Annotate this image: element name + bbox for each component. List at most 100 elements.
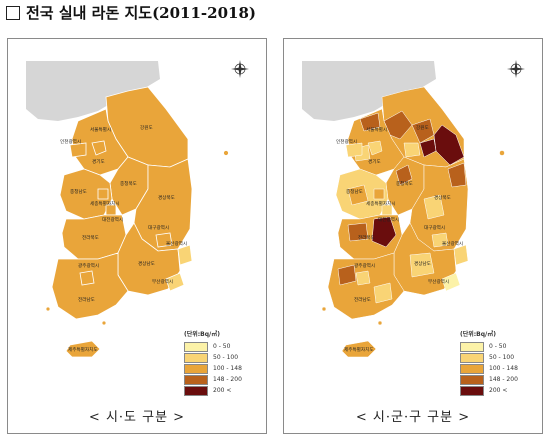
legend-title: (단위:Bq/㎥) <box>460 331 496 338</box>
legend-item: 148 - 200 <box>460 374 534 385</box>
district-chungnam-a <box>347 184 369 206</box>
label-daegu: 대구광역시 <box>148 224 169 231</box>
label-daejeon: 대전광역시 <box>378 216 399 223</box>
legend-label: 50 - 100 <box>489 354 515 361</box>
label-jeonbuk: 전라북도 <box>82 234 99 241</box>
legend-item: 100 - 148 <box>460 363 534 374</box>
region-daegu <box>431 232 449 248</box>
legend-label: 100 - 148 <box>213 365 242 372</box>
region-jeju <box>341 340 377 358</box>
label-ulsan: 울산광역시 <box>166 240 187 247</box>
label-jeonnam: 전라남도 <box>354 296 371 303</box>
legend-swatch <box>460 352 484 363</box>
label-gyeonggi: 경기도 <box>92 158 105 165</box>
legend-label: 200 < <box>213 387 232 394</box>
legend-swatch <box>184 352 208 363</box>
legend-label: 200 < <box>489 387 508 394</box>
legend-item: 0 - 50 <box>184 341 258 352</box>
district-gyeongnam-a <box>409 252 435 278</box>
label-daejeon: 대전광역시 <box>102 216 123 223</box>
label-chungbuk: 충청북도 <box>120 180 137 187</box>
region-gwangju <box>355 270 371 286</box>
region-jeonnam <box>327 252 405 320</box>
label-gyeongnam: 경상남도 <box>138 260 155 267</box>
region-jeju <box>65 340 101 358</box>
district-gyeongbuk-a <box>447 162 467 188</box>
island-s <box>101 320 107 326</box>
legend-swatch <box>460 385 484 396</box>
legend-swatch <box>184 341 208 352</box>
legend-item: 0 - 50 <box>460 341 534 352</box>
legend-title: (단위:Bq/㎥) <box>184 331 220 338</box>
legend-item: 148 - 200 <box>184 374 258 385</box>
label-ulsan: 울산광역시 <box>442 240 463 247</box>
label-incheon: 인천광역시 <box>336 138 357 145</box>
district-jeonnam-b <box>373 282 393 304</box>
compass-icon <box>231 60 249 78</box>
label-chungbuk: 충청북도 <box>396 180 413 187</box>
label-sejong: 세종특별자치시 <box>90 200 120 207</box>
legend-label: 0 - 50 <box>213 343 231 350</box>
label-daegu: 대구광역시 <box>424 224 445 231</box>
compass-icon <box>507 60 525 78</box>
map-caption: < 시·군·구 구분 > <box>355 410 471 425</box>
legend-province: (단위:Bq/㎥) 0 - 50 50 - 100 100 - 148 148 … <box>184 329 258 396</box>
label-jeju: 제주특별자치도 <box>68 346 98 353</box>
district-chungbuk-a <box>395 164 413 186</box>
label-chungnam: 충청남도 <box>70 188 87 195</box>
legend-label: 0 - 50 <box>489 343 507 350</box>
province-map: 인천광역시 서울특별시 경기도 강원도 충청북도 충청남도 세종특별자치시 대전… <box>26 60 249 358</box>
region-seoul <box>367 140 383 156</box>
map-panel-district: 인천광역시 서울특별시 경기도 강원도 충청북도 충청남도 세종특별자치시 대전… <box>283 38 543 434</box>
legend-swatch <box>184 363 208 374</box>
legend-label: 148 - 200 <box>489 376 518 383</box>
region-incheon <box>69 142 87 158</box>
north-land <box>302 61 436 121</box>
region-busan <box>441 272 461 292</box>
label-jeonnam: 전라남도 <box>78 296 95 303</box>
district-gyeongbuk-b <box>423 194 445 220</box>
label-gwangju: 광주광역시 <box>354 262 375 269</box>
map-panel-province: 인천광역시 서울특별시 경기도 강원도 충청북도 충청남도 세종특별자치시 대전… <box>7 38 267 434</box>
map-caption: < 시·도 구분 > <box>88 410 186 425</box>
label-gangwon: 강원도 <box>416 124 429 131</box>
island-s <box>377 320 383 326</box>
legend-item: 200 < <box>184 385 258 396</box>
title-text: 전국 실내 라돈 지도(2011-2018) <box>26 4 256 22</box>
label-seoul: 서울특별시 <box>90 126 111 133</box>
label-sejong: 세종특별자치시 <box>366 200 396 207</box>
label-seoul: 서울특별시 <box>366 126 387 133</box>
legend-item: 50 - 100 <box>460 352 534 363</box>
region-gwangju <box>79 270 95 286</box>
district-jeonbuk-a <box>371 216 397 248</box>
legend-swatch <box>184 374 208 385</box>
district-map: 인천광역시 서울특별시 경기도 강원도 충청북도 충청남도 세종특별자치시 대전… <box>302 60 525 358</box>
legend-swatch <box>184 385 208 396</box>
checkbox-icon <box>6 5 20 20</box>
district-gyeonggi-a <box>359 112 381 132</box>
region-ulsan <box>177 244 193 266</box>
island-sw <box>321 306 327 312</box>
legend-swatch <box>460 374 484 385</box>
region-ulsan <box>453 244 469 266</box>
label-incheon: 인천광역시 <box>60 138 81 145</box>
label-gyeongbuk: 경상북도 <box>434 194 451 201</box>
label-jeonbuk: 전라북도 <box>358 234 375 241</box>
district-jeonbuk-b <box>347 222 369 242</box>
legend-label: 100 - 148 <box>489 365 518 372</box>
label-gyeongnam: 경상남도 <box>414 260 431 267</box>
page-title: 전국 실내 라돈 지도(2011-2018) <box>6 2 256 23</box>
label-gangwon: 강원도 <box>140 124 153 131</box>
label-busan: 부산광역시 <box>152 278 173 285</box>
legend-label: 50 - 100 <box>213 354 239 361</box>
label-jeju: 제주특별자치도 <box>344 346 374 353</box>
legend-swatch <box>460 363 484 374</box>
legend-item: 50 - 100 <box>184 352 258 363</box>
legend-label: 148 - 200 <box>213 376 242 383</box>
district-gangwon-d <box>419 138 437 158</box>
north-land <box>26 61 160 121</box>
label-busan: 부산광역시 <box>428 278 449 285</box>
label-gwangju: 광주광역시 <box>78 262 99 269</box>
legend-swatch <box>460 341 484 352</box>
legend-district: (단위:Bq/㎥) 0 - 50 50 - 100 100 - 148 148 … <box>460 329 534 396</box>
